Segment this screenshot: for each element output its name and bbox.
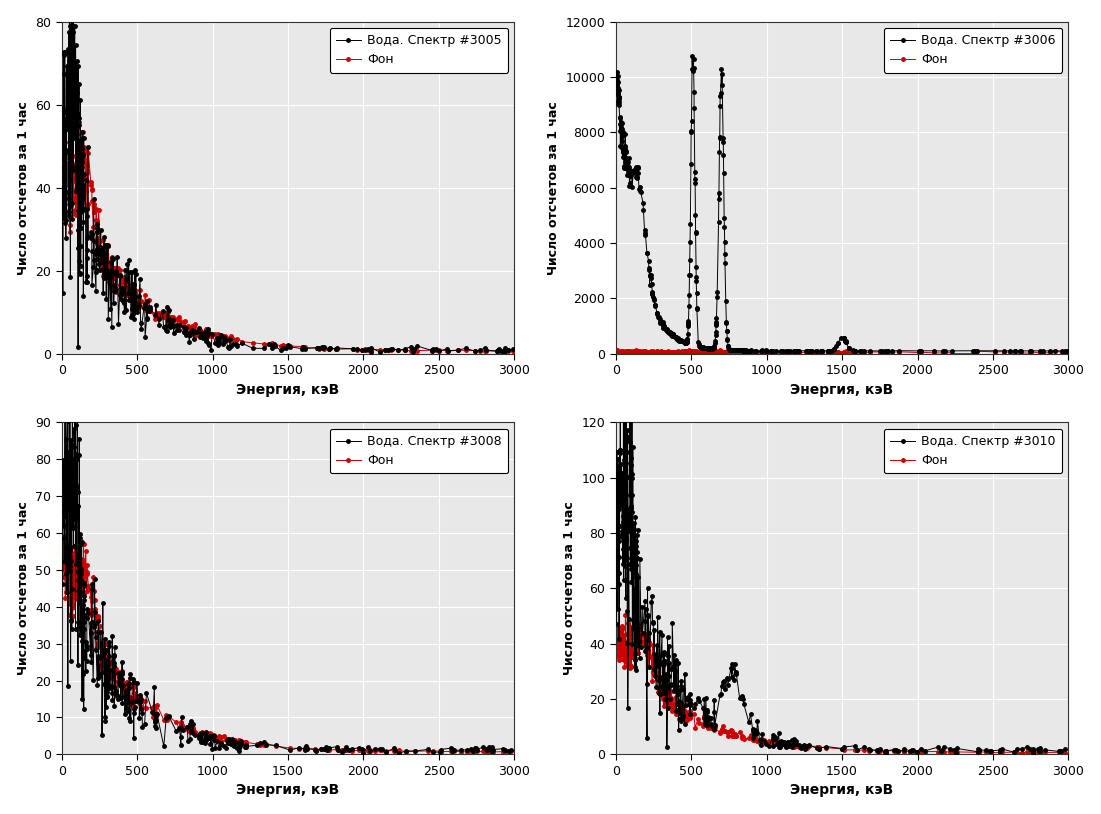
Вода. Спектр #3008 — [56, 579, 69, 589]
Вода. Спектр #3008 — [69, 348, 83, 358]
Line: Вода. Спектр #3008: Вода. Спектр #3008 — [61, 351, 513, 755]
Вода. Спектр #3010 — [950, 748, 963, 758]
Фон — [90, 234, 103, 243]
Вода. Спектр #3010 — [701, 707, 715, 717]
Вода. Спектр #3008 — [79, 666, 92, 676]
Вода. Спектр #3008 — [65, 615, 78, 625]
Вода. Спектр #3005 — [188, 326, 201, 335]
Вода. Спектр #3010 — [610, 492, 623, 501]
Вода. Спектр #3005 — [90, 219, 103, 229]
Фон — [746, 733, 760, 743]
Вода. Спектр #3010 — [618, 455, 631, 465]
Line: Фон: Фон — [614, 613, 1067, 755]
Вода. Спектр #3005 — [506, 344, 520, 354]
Фон — [57, 531, 70, 540]
Legend: Вода. Спектр #3010, Фон: Вода. Спектр #3010, Фон — [884, 429, 1062, 474]
Y-axis label: Число отсчетов за 1 час: Число отсчетов за 1 час — [547, 101, 560, 274]
Вода. Спектр #3005 — [142, 302, 155, 312]
Вода. Спектр #3006 — [1060, 346, 1073, 356]
Y-axis label: Число отсчетов за 1 час: Число отсчетов за 1 час — [17, 501, 30, 676]
Legend: Вода. Спектр #3006, Фон: Вода. Спектр #3006, Фон — [884, 28, 1062, 72]
Вода. Спектр #3006 — [700, 344, 713, 353]
Фон — [610, 348, 623, 357]
X-axis label: Энергия, кэВ: Энергия, кэВ — [237, 383, 339, 396]
Y-axis label: Число отсчетов за 1 час: Число отсчетов за 1 час — [563, 501, 576, 676]
Line: Фон: Фон — [614, 348, 1069, 356]
Вода. Спектр #3006 — [707, 344, 720, 353]
Вода. Спектр #3006 — [694, 342, 707, 352]
Фон — [633, 623, 646, 632]
Фон — [787, 348, 800, 357]
X-axis label: Энергия, кэВ: Энергия, кэВ — [791, 383, 894, 396]
Фон — [480, 747, 493, 757]
Фон — [748, 733, 761, 743]
Фон — [65, 575, 78, 585]
Фон — [650, 667, 663, 676]
Вода. Спектр #3005 — [56, 103, 69, 113]
Line: Фон: Фон — [61, 120, 515, 353]
Фон — [618, 654, 631, 664]
Фон — [187, 326, 200, 335]
Фон — [197, 730, 210, 740]
Фон — [701, 719, 715, 729]
Вода. Спектр #3008 — [145, 707, 159, 717]
Фон — [695, 347, 708, 357]
Line: Вода. Спектр #3005: Вода. Спектр #3005 — [61, 0, 515, 354]
Вода. Спектр #3010 — [1058, 745, 1071, 755]
Вода. Спектр #3008 — [393, 749, 406, 759]
Вода. Спектр #3008 — [197, 737, 210, 747]
Фон — [506, 347, 520, 357]
Фон — [694, 348, 707, 357]
Вода. Спектр #3010 — [633, 654, 646, 663]
Вода. Спектр #3006 — [1009, 346, 1022, 356]
Фон — [1058, 748, 1071, 758]
Вода. Спектр #3008 — [199, 738, 212, 748]
Фон — [199, 730, 212, 740]
Вода. Спектр #3006 — [783, 346, 796, 356]
Вода. Спектр #3010 — [618, 309, 631, 319]
Вода. Спектр #3010 — [748, 726, 761, 736]
Вода. Спектр #3008 — [504, 745, 517, 755]
X-axis label: Энергия, кэВ: Энергия, кэВ — [237, 783, 339, 798]
Фон — [145, 703, 159, 713]
Y-axis label: Число отсчетов за 1 час: Число отсчетов за 1 час — [17, 101, 30, 274]
Фон — [701, 348, 715, 357]
Фон — [504, 746, 517, 756]
Вода. Спектр #3006 — [610, 72, 623, 81]
Вода. Спектр #3005 — [373, 348, 386, 357]
Фон — [65, 164, 78, 174]
Line: Вода. Спектр #3010: Вода. Спектр #3010 — [614, 313, 1067, 755]
Вода. Спектр #3010 — [650, 683, 663, 693]
X-axis label: Энергия, кэВ: Энергия, кэВ — [791, 783, 894, 798]
Фон — [92, 639, 106, 649]
Фон — [142, 304, 155, 314]
Фон — [478, 347, 491, 357]
Фон — [1014, 347, 1027, 357]
Фон — [72, 117, 85, 127]
Line: Вода. Спектр #3006: Вода. Спектр #3006 — [614, 55, 1069, 353]
Legend: Вода. Спектр #3008, Фон: Вода. Спектр #3008, Фон — [329, 429, 508, 474]
Фон — [56, 186, 69, 195]
Фон — [79, 546, 92, 556]
Вода. Спектр #3008 — [92, 670, 106, 680]
Фон — [610, 348, 623, 358]
Фон — [707, 346, 720, 356]
Вода. Спектр #3006 — [1037, 346, 1050, 356]
Фон — [56, 541, 69, 551]
Фон — [610, 620, 623, 630]
Вода. Спектр #3005 — [65, 155, 78, 164]
Вода. Спектр #3006 — [686, 51, 699, 61]
Фон — [1060, 347, 1073, 357]
Фон — [610, 345, 623, 355]
Legend: Вода. Спектр #3005, Фон: Вода. Спектр #3005, Фон — [329, 28, 508, 72]
Фон — [993, 748, 1006, 758]
Фон — [629, 610, 642, 619]
Line: Фон: Фон — [61, 534, 513, 754]
Вода. Спектр #3005 — [79, 278, 92, 287]
Вода. Спектр #3005 — [187, 327, 200, 337]
Фон — [188, 319, 201, 329]
Вода. Спектр #3006 — [695, 343, 708, 352]
Вода. Спектр #3010 — [746, 727, 760, 737]
Фон — [79, 186, 92, 196]
